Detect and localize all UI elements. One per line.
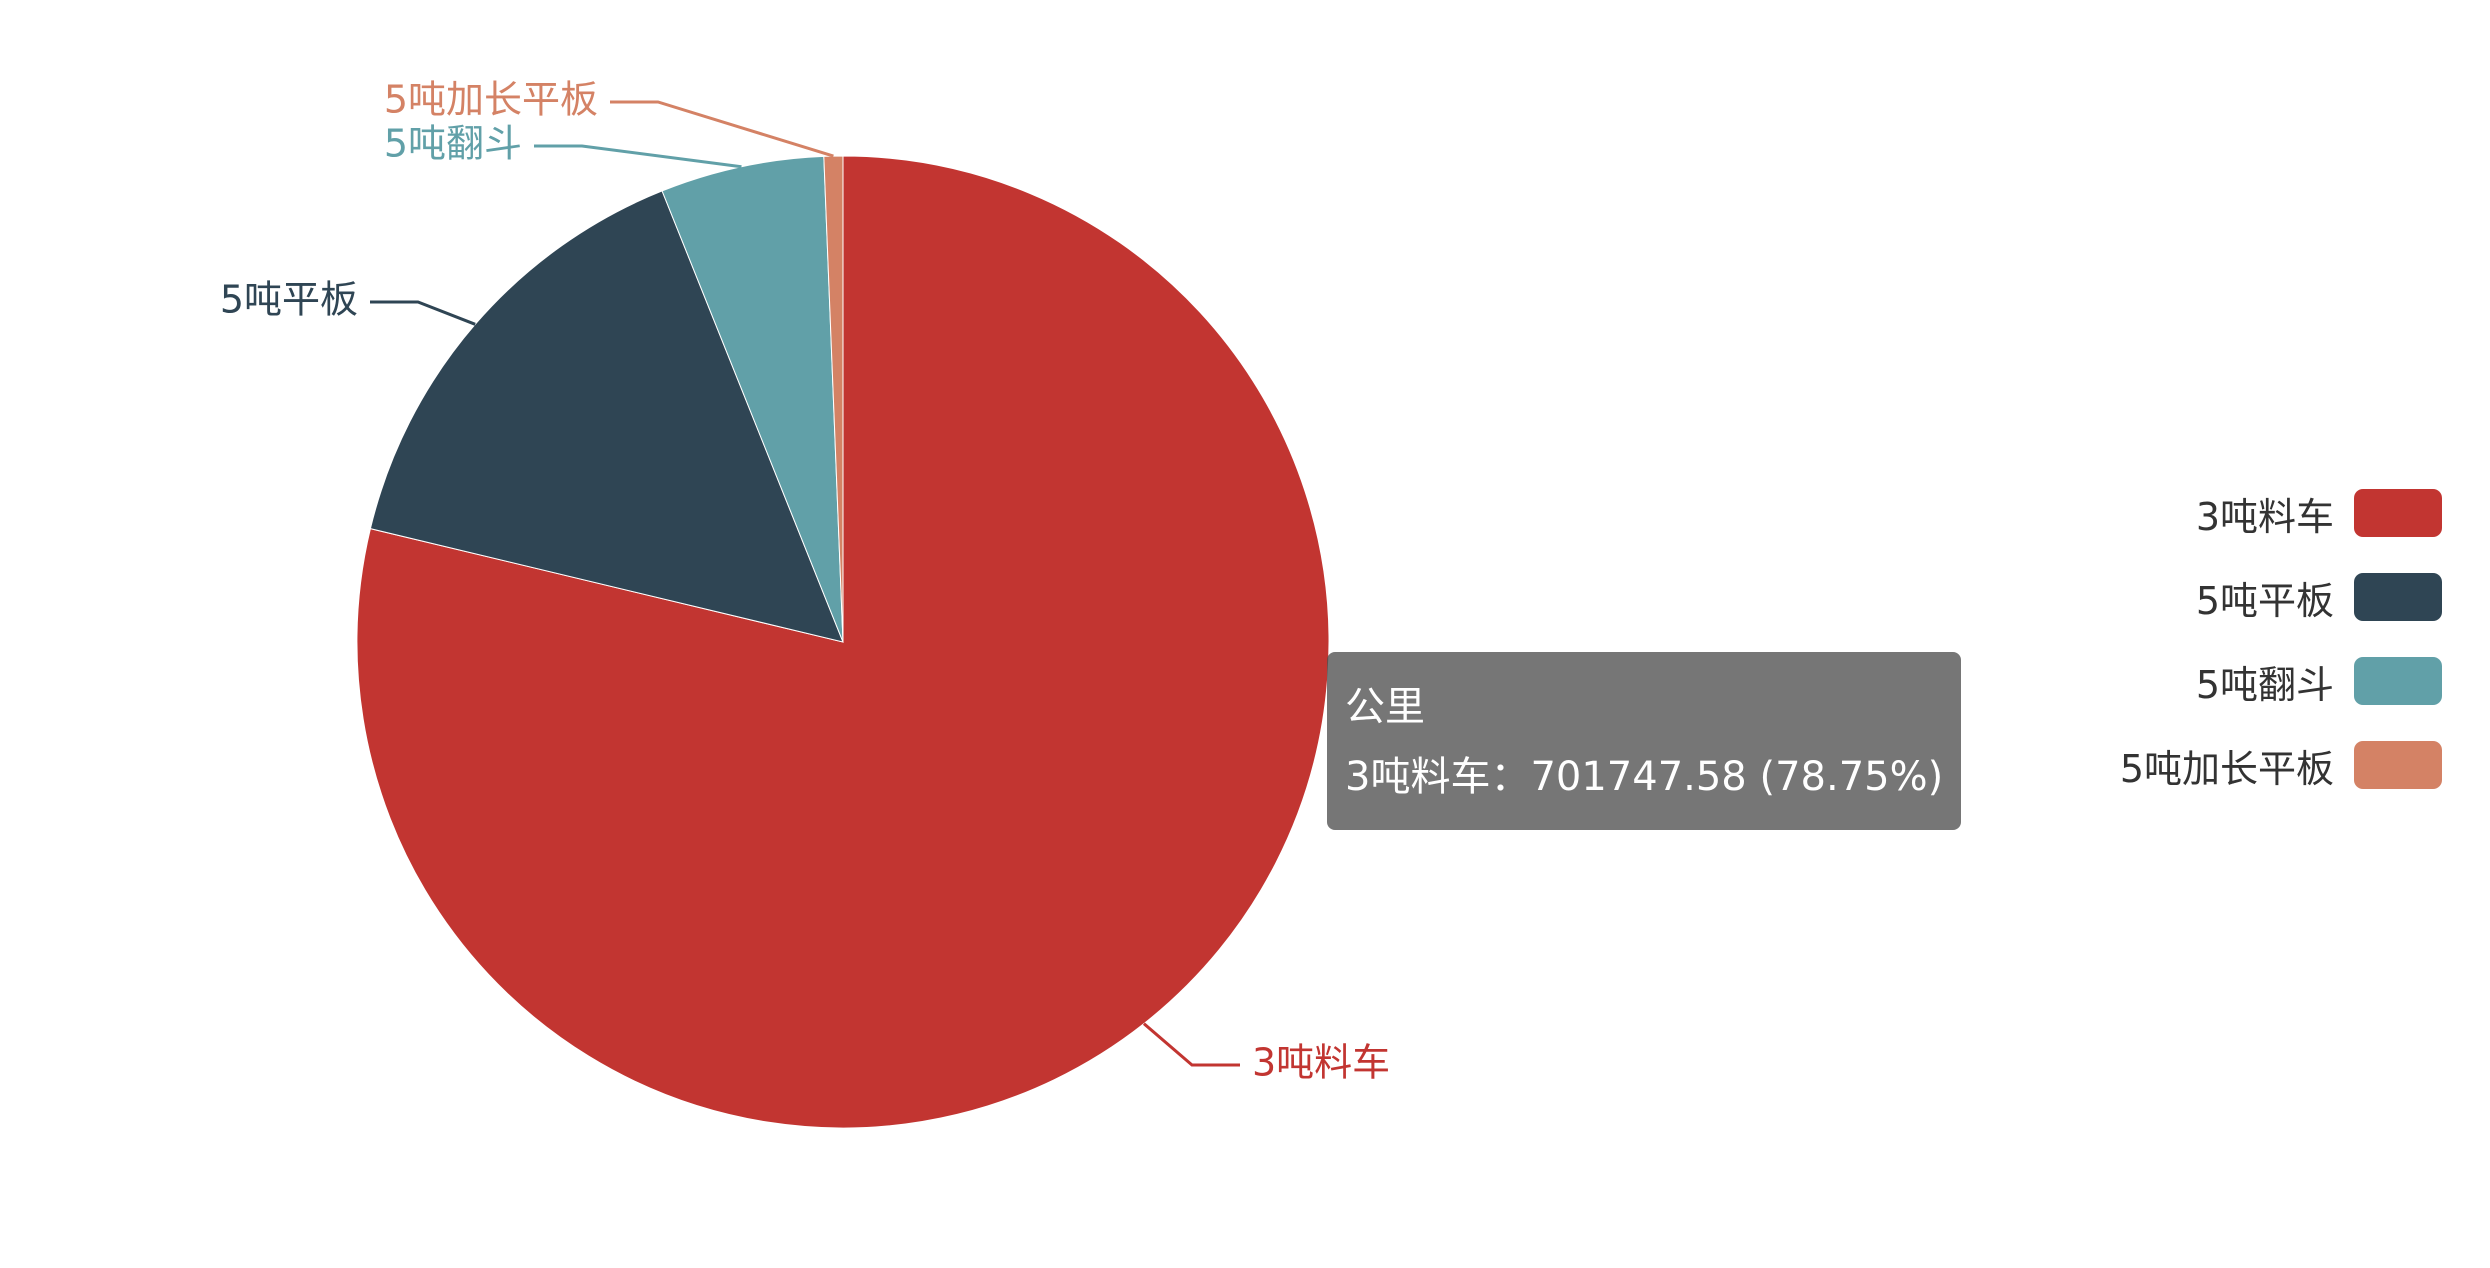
legend-swatch [2354, 741, 2442, 789]
pie-slice-4[interactable] [823, 155, 844, 643]
slice-tooltip: 公里 3吨料车：701747.58 (78.75%) [1327, 652, 1962, 830]
slice-label-1: 3吨料车 [1252, 1041, 1390, 1085]
slice-label-2: 5吨平板 [220, 278, 358, 322]
legend-item-1[interactable]: 3吨料车 [2120, 488, 2442, 539]
legend-swatch [2354, 657, 2442, 705]
legend-label: 5吨翻斗 [2195, 662, 2334, 707]
legend-item-2[interactable]: 5吨平板 [2120, 572, 2442, 623]
slice-label-4: 5吨加长平板 [384, 78, 598, 122]
legend-item-4[interactable]: 5吨加长平板 [2119, 740, 2442, 791]
pie-slices [356, 155, 1330, 1129]
chart-legend: 3吨料车 5吨平板 5吨翻斗 5吨加长平板 [2119, 488, 2442, 791]
legend-label: 5吨加长平板 [2119, 746, 2334, 791]
legend-item-3[interactable]: 5吨翻斗 [2120, 656, 2442, 707]
legend-label: 5吨平板 [2195, 578, 2334, 623]
slice-label-3: 5吨翻斗 [384, 122, 522, 166]
tooltip-title: 公里 [1345, 684, 1425, 730]
legend-label: 3吨料车 [2195, 494, 2334, 539]
tooltip-text: 3吨料车：701747.58 (78.75%) [1345, 754, 1944, 800]
label-line-3 [534, 144, 742, 169]
legend-swatch [2354, 489, 2442, 537]
label-line-2 [370, 300, 476, 326]
label-line-4 [610, 100, 834, 158]
pie-slice-1[interactable] [356, 155, 1330, 1129]
legend-swatch [2354, 573, 2442, 621]
label-line-1 [1142, 1022, 1240, 1067]
